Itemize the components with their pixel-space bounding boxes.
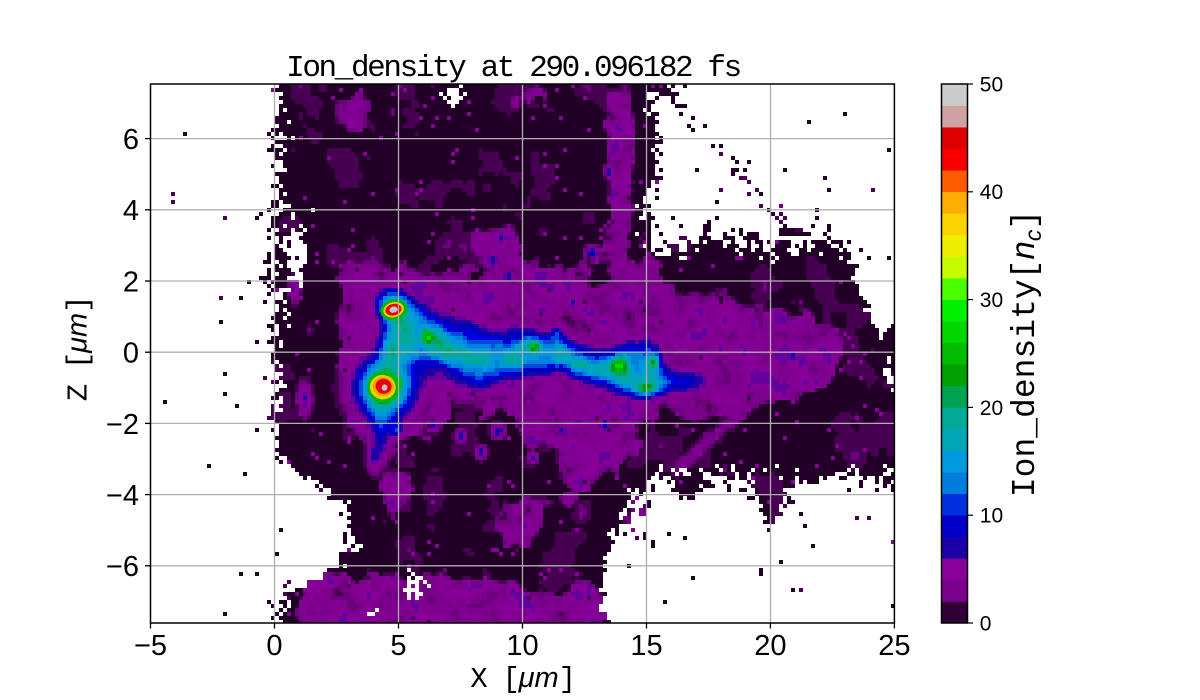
- svg-text:50: 50: [980, 73, 1003, 96]
- svg-text:0: 0: [266, 630, 282, 662]
- svg-text:40: 40: [980, 181, 1003, 204]
- svg-text:30: 30: [980, 289, 1003, 312]
- svg-text:6: 6: [123, 124, 139, 156]
- svg-text:2: 2: [123, 266, 139, 298]
- svg-text:25: 25: [878, 630, 910, 662]
- svg-text:10: 10: [980, 505, 1003, 528]
- svg-text:−6: −6: [106, 551, 139, 583]
- svg-text:−4: −4: [106, 480, 139, 512]
- svg-text:Z [μm]: Z [μm]: [62, 297, 96, 401]
- svg-text:15: 15: [630, 630, 662, 662]
- svg-text:−5: −5: [134, 630, 167, 662]
- svg-text:4: 4: [123, 195, 139, 227]
- svg-text:Ion_density at 290.096182 fs: Ion_density at 290.096182 fs: [286, 51, 740, 86]
- svg-text:Ion_density[nc]: Ion_density[nc]: [1004, 210, 1046, 497]
- svg-text:20: 20: [754, 630, 786, 662]
- svg-text:20: 20: [980, 397, 1003, 420]
- svg-text:10: 10: [506, 630, 538, 662]
- svg-text:0: 0: [123, 338, 139, 370]
- svg-text:X [μm]: X [μm]: [470, 662, 574, 696]
- svg-text:0: 0: [980, 612, 992, 635]
- svg-text:5: 5: [390, 630, 406, 662]
- svg-text:−2: −2: [106, 409, 139, 441]
